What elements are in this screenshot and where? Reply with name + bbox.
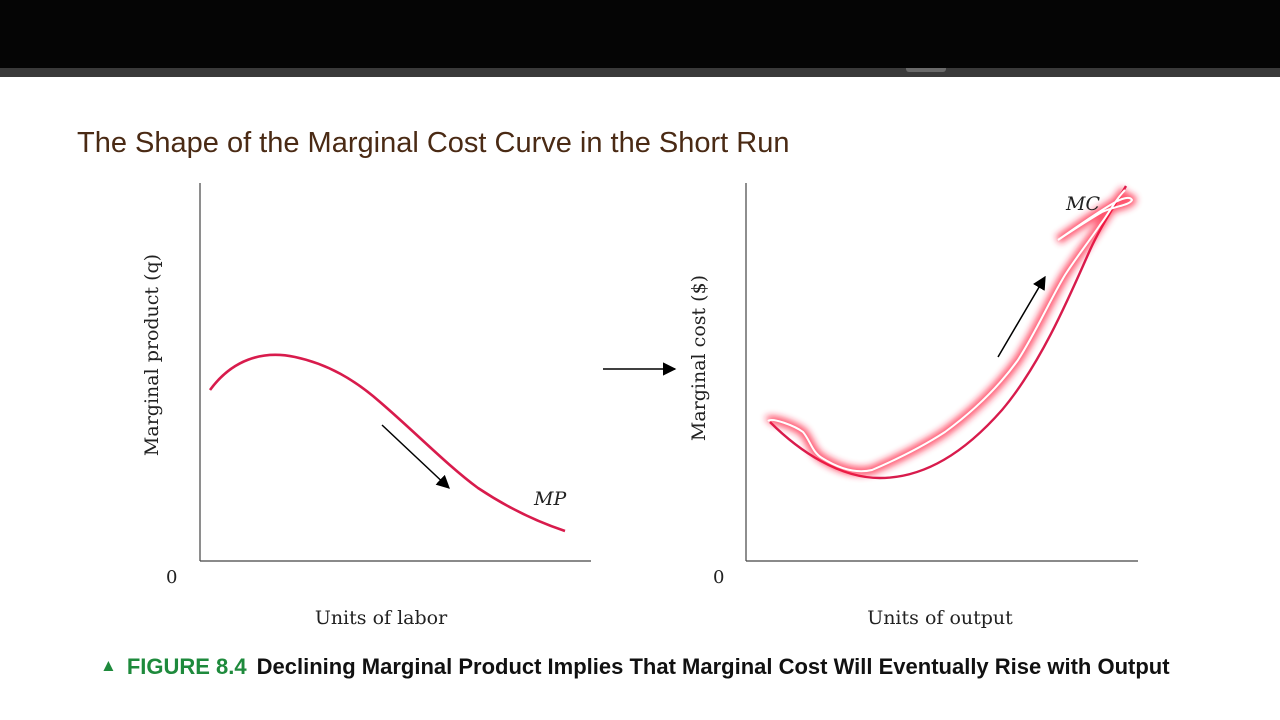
player-scrub-handle[interactable] — [906, 68, 946, 72]
left-origin-label: 0 — [166, 567, 177, 588]
mc-direction-arrow — [997, 275, 1046, 358]
mc-annotation-trace — [767, 189, 1134, 473]
right-x-axis-label: Units of output — [867, 607, 1013, 629]
mp-curve — [208, 353, 566, 533]
mc-curve-label: MC — [1065, 193, 1100, 215]
mp-direction-arrow — [381, 424, 450, 489]
triangle-marker-icon: ▲ — [100, 656, 117, 675]
video-player-top-bar — [0, 0, 1280, 68]
right-y-axis-label: Marginal cost ($) — [688, 275, 710, 441]
left-x-axis-label: Units of labor — [315, 607, 448, 629]
right-panel: 0 Marginal cost ($) Units of output MC — [688, 183, 1138, 629]
left-panel: 0 Marginal product (q) Units of labor MP — [141, 183, 591, 629]
figure-caption-text: Declining Marginal Product Implies That … — [256, 654, 1170, 679]
right-origin-label: 0 — [713, 567, 724, 588]
left-y-axis-label: Marginal product (q) — [141, 254, 163, 456]
player-progress-strip — [0, 68, 1280, 77]
slide-title: The Shape of the Marginal Cost Curve in … — [77, 127, 790, 159]
figure-number: FIGURE 8.4 — [126, 654, 247, 679]
mp-curve-label: MP — [533, 488, 567, 510]
figure-caption: ▲ FIGURE 8.4 Declining Marginal Product Im… — [100, 651, 1200, 681]
